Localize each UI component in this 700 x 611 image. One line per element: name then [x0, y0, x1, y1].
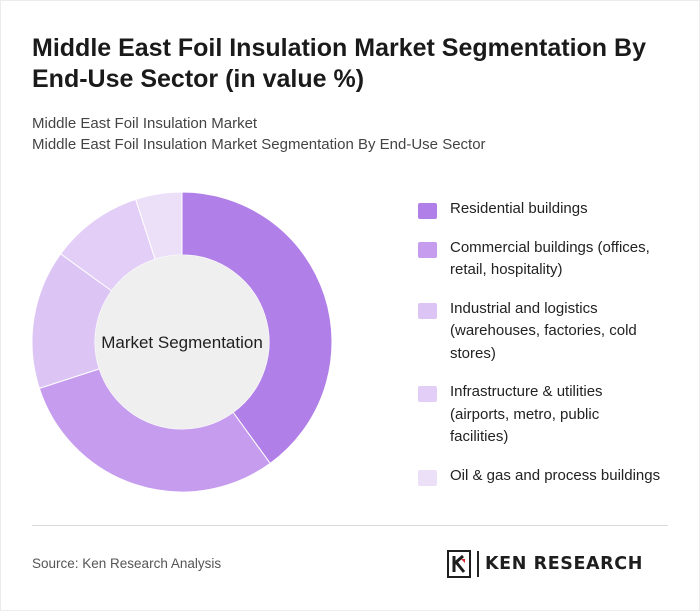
chart-title: Middle East Foil Insulation Market Segme…: [32, 34, 646, 93]
donut-center: [95, 255, 269, 429]
legend-item[interactable]: Infrastructure & utilities (airports, met…: [418, 381, 680, 449]
logo-separator: [477, 551, 479, 577]
logo-text: KEN RESEARCH: [485, 554, 643, 574]
chart-legend: Residential buildings Commercial building…: [418, 198, 680, 487]
subtitle-line-2: Middle East Foil Insulation Market Segme…: [32, 136, 486, 153]
legend-item[interactable]: Industrial and logistics (warehouses, fac…: [418, 298, 680, 366]
legend-item[interactable]: Commercial buildings (offices, retail, ho…: [418, 237, 680, 282]
legend-label: Residential buildings: [450, 200, 588, 217]
legend-swatch: [418, 386, 437, 402]
subtitle-line-1: Middle East Foil Insulation Market: [32, 115, 258, 132]
footer-divider: [32, 525, 668, 526]
legend-label: Oil & gas and process buildings: [450, 466, 661, 484]
legend-swatch: [418, 203, 437, 219]
legend-item[interactable]: Residential buildings: [418, 198, 680, 221]
legend-swatch: [418, 302, 437, 319]
donut-chart-area: Market Segmentation: [0, 180, 380, 510]
donut-chart: Market Segmentation: [31, 191, 333, 493]
legend-label: Commercial buildings (offices, retail, ho…: [450, 238, 650, 279]
legend-label: Industrial and logistics (warehouses, fac…: [450, 299, 637, 362]
chart-subtitle: Middle East Foil Insulation Market Middl…: [32, 113, 672, 155]
ken-research-logo: KEN RESEARCH: [447, 549, 643, 579]
legend-item[interactable]: Oil & gas and process buildings: [418, 465, 680, 488]
ken-research-logo-icon: [447, 550, 471, 578]
legend-swatch: [418, 241, 437, 258]
donut-center-label: Market Segmentation: [101, 333, 263, 352]
source-note: Source: Ken Research Analysis: [32, 556, 222, 571]
legend-swatch: [418, 469, 437, 486]
legend-label: Infrastructure & utilities (airports, met…: [450, 383, 603, 445]
